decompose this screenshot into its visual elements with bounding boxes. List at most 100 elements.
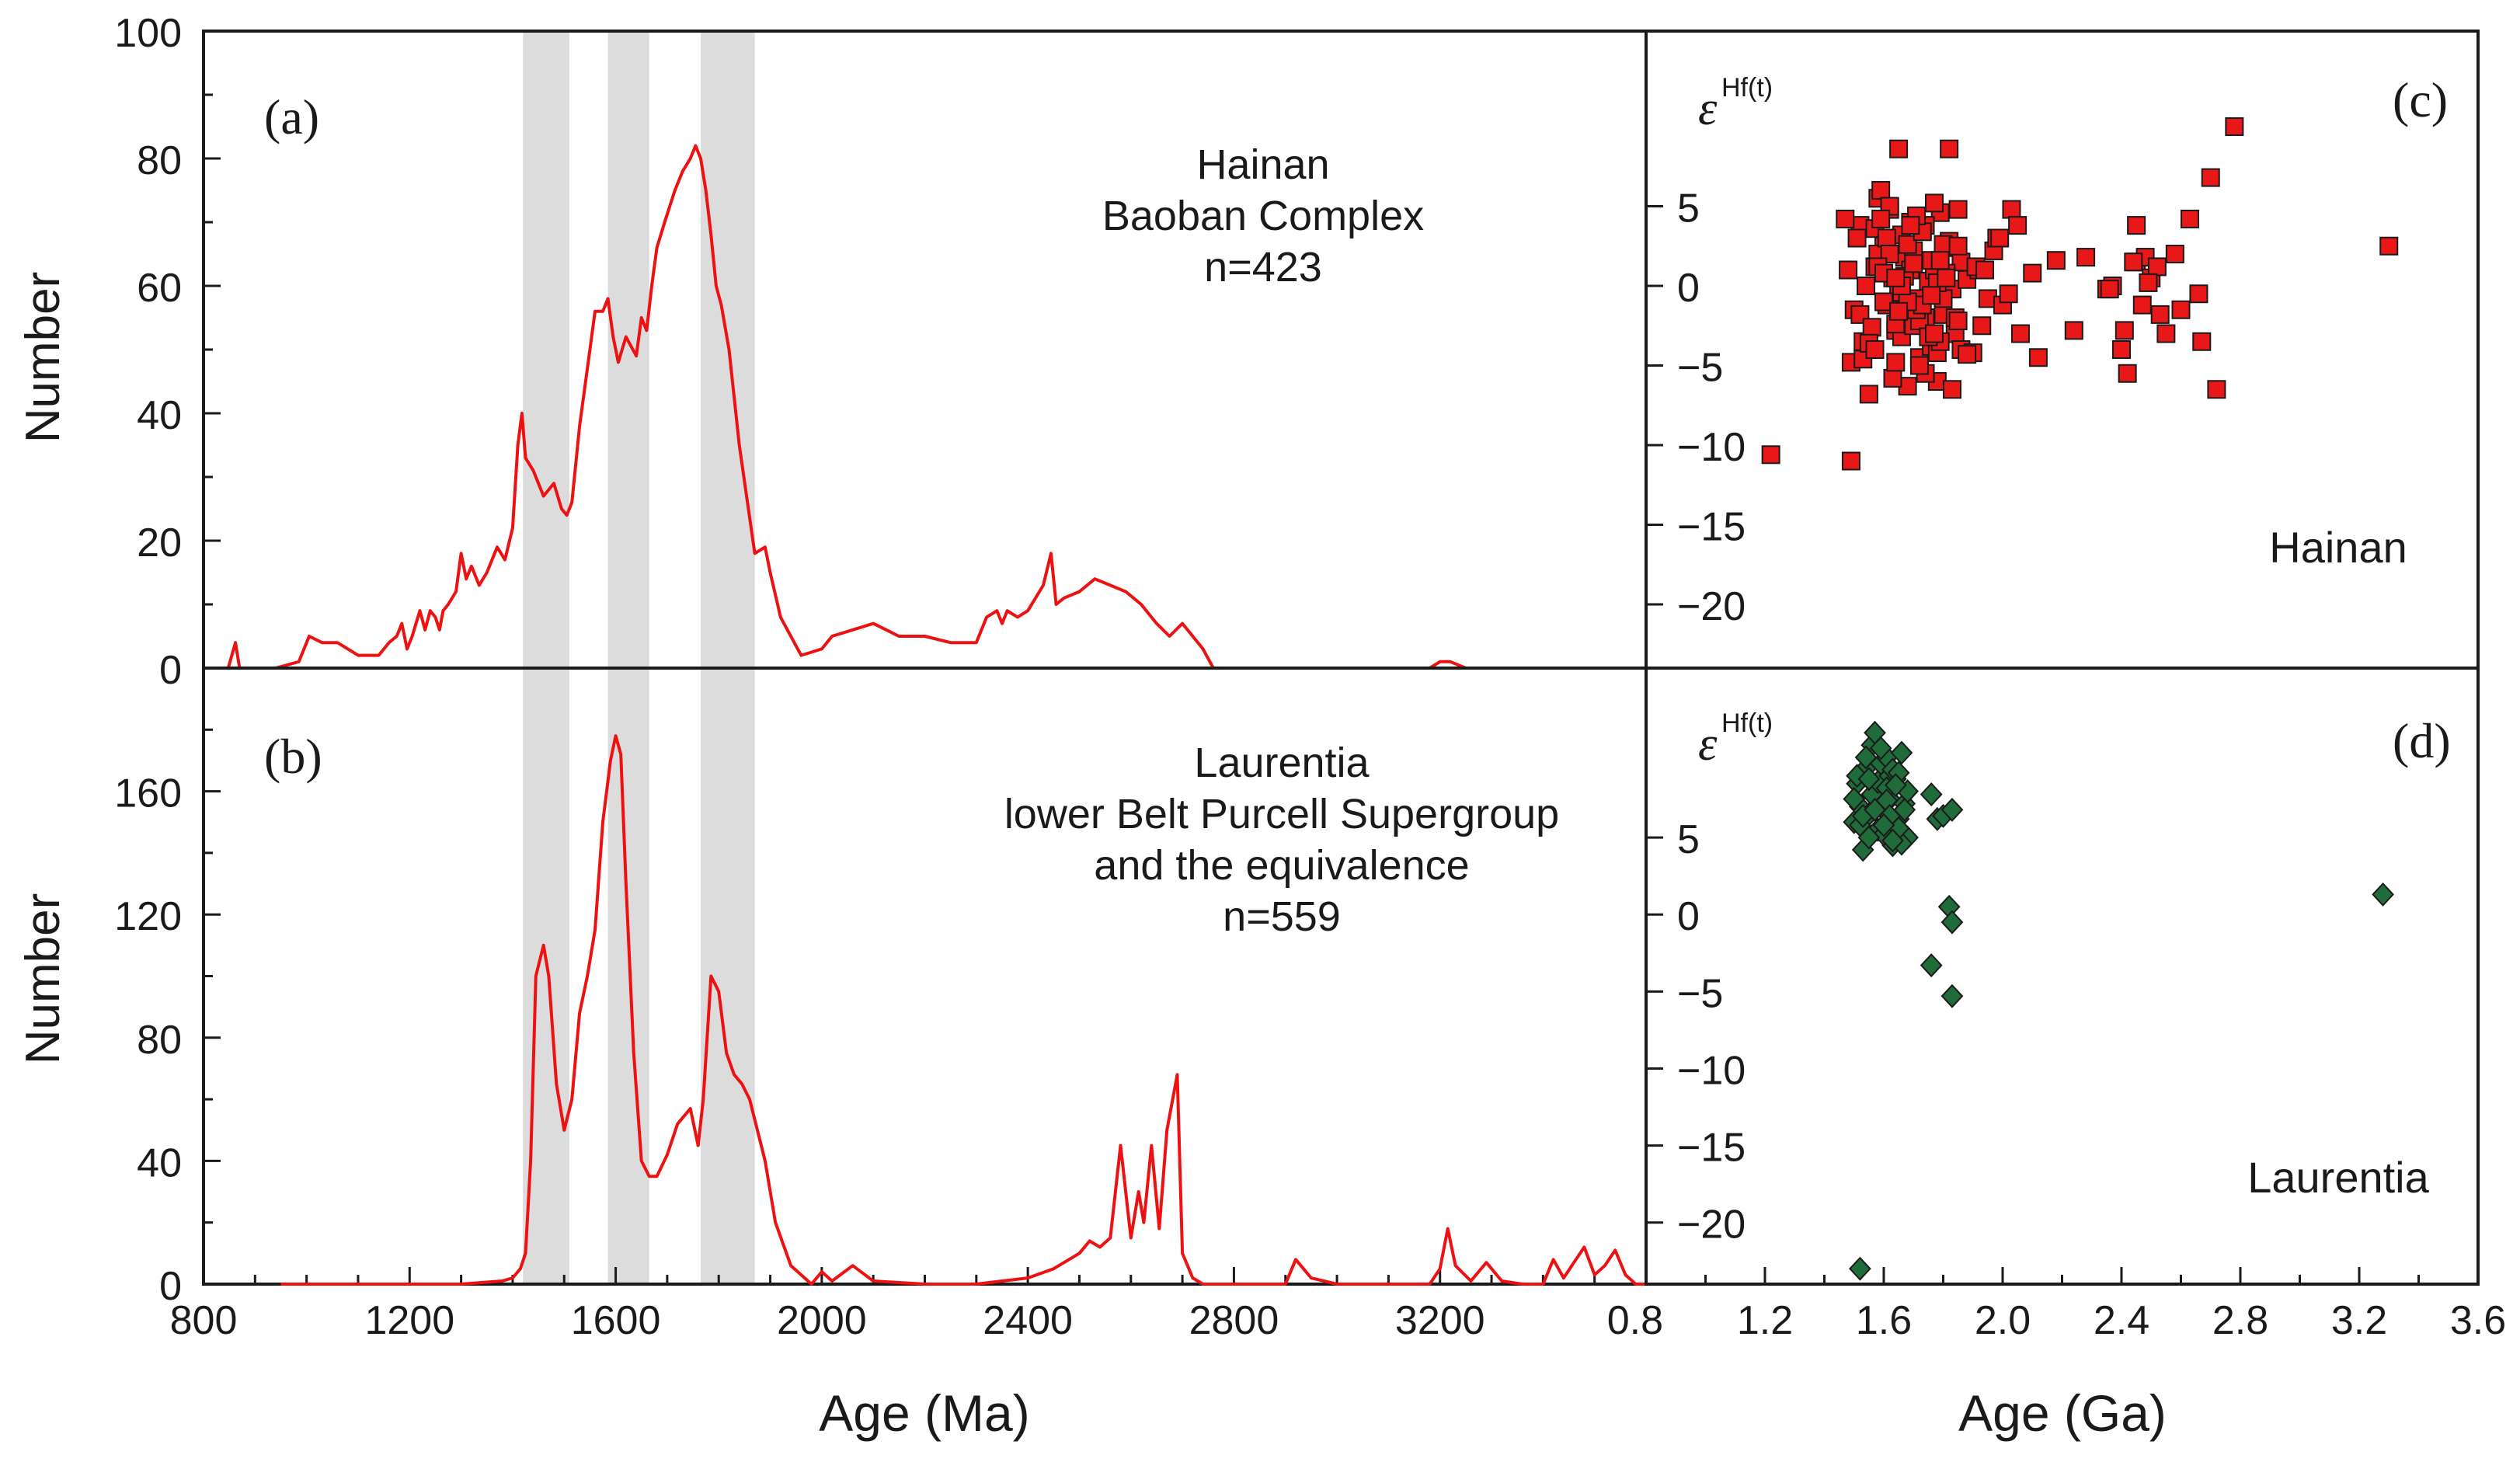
b-shaded-bands xyxy=(523,668,755,1284)
y-tick-label: −10 xyxy=(1677,1048,1746,1093)
c-data-points xyxy=(1761,117,2399,471)
age-band-1 xyxy=(523,31,569,668)
data-point-square xyxy=(2118,364,2137,383)
data-point-square xyxy=(1889,301,1909,321)
data-point-diamond xyxy=(1857,825,1881,850)
data-point-square xyxy=(2147,257,2167,277)
data-point-diamond xyxy=(1881,828,1904,853)
data-point-square xyxy=(2171,300,2191,319)
c-y-axis: −20 −15 −10 −5 0 5 xyxy=(1646,186,1746,629)
data-point-square xyxy=(1901,216,1920,235)
data-point-diamond xyxy=(2372,882,2394,907)
y-tick-label: 40 xyxy=(137,393,182,438)
y-tick-label: 80 xyxy=(137,1018,182,1063)
a-title-unit: Baoban Complex xyxy=(1102,193,1424,239)
y-tick-label: 0 xyxy=(1677,894,1700,939)
d-y-axis: −20 −15 −10 −5 0 5 xyxy=(1646,817,1746,1248)
data-point-square xyxy=(1761,445,1780,465)
y-tick-label: −5 xyxy=(1677,971,1723,1016)
x-tick-label: 2800 xyxy=(1189,1298,1279,1343)
d-hf-subscript: Hf(t) xyxy=(1721,708,1773,738)
data-point-diamond xyxy=(1940,983,1964,1008)
x-tick-label: 1.6 xyxy=(1856,1298,1912,1343)
y-tick-label: −20 xyxy=(1677,1203,1746,1248)
data-point-square xyxy=(1874,292,1893,312)
c-panel-label: (c) xyxy=(2393,72,2448,127)
x-tick-label: 0.8 xyxy=(1607,1298,1663,1343)
data-point-diamond xyxy=(1940,797,1964,822)
a-shaded-bands xyxy=(523,31,755,668)
y-tick-label: 120 xyxy=(114,894,182,939)
x-tick-label: 3.6 xyxy=(2450,1298,2506,1343)
y-tick-label: 0 xyxy=(1677,266,1700,311)
panel-c-hainan-hf-scatter: −20 −15 −10 −5 0 5 ε Hf(t) (c) Hainan xyxy=(1645,30,2480,670)
x-tick-label: 1.2 xyxy=(1737,1298,1793,1343)
data-point-diamond xyxy=(1920,953,1943,978)
data-point-square xyxy=(2139,273,2158,292)
x-tick-label: 2400 xyxy=(983,1298,1073,1343)
y-tick-label: 160 xyxy=(114,771,182,816)
data-point-square xyxy=(1847,228,1867,248)
data-point-square xyxy=(1972,316,1992,336)
y-tick-label: 5 xyxy=(1677,817,1700,862)
data-point-square xyxy=(1937,268,1956,287)
a-title-region: Hainan xyxy=(1196,141,1329,188)
y-tick-label: 80 xyxy=(137,138,182,183)
data-point-square xyxy=(2189,284,2208,304)
y-tick-label: 5 xyxy=(1677,186,1700,231)
y-tick-label: 40 xyxy=(137,1140,182,1185)
data-point-square xyxy=(1862,318,1881,337)
data-point-square xyxy=(1836,209,1855,228)
data-point-square xyxy=(1877,228,1896,248)
a-panel-label: (a) xyxy=(264,89,319,144)
y-tick-label: 0 xyxy=(159,648,182,693)
data-point-square xyxy=(1865,340,1885,359)
data-point-square xyxy=(2165,245,2184,263)
x-tick-label: 2.0 xyxy=(1975,1298,2031,1343)
data-point-diamond xyxy=(1884,773,1907,798)
c-hf-subscript: Hf(t) xyxy=(1721,73,1773,103)
data-point-square xyxy=(2225,117,2244,136)
b-title-count: n=559 xyxy=(1223,893,1341,940)
a-y-axis-label: Number xyxy=(16,272,70,444)
data-point-diamond xyxy=(1843,787,1866,811)
data-point-diamond xyxy=(1890,740,1913,765)
data-point-diamond xyxy=(1872,813,1895,837)
b-y-axis: 0 40 80 120 160 xyxy=(114,667,221,1309)
right-x-axis-label: Age (Ga) xyxy=(1958,1384,2167,1442)
c-epsilon-symbol: ε xyxy=(1698,82,1718,135)
data-point-square xyxy=(2076,248,2096,267)
a-y-axis: 0 20 40 60 80 100 xyxy=(114,11,221,693)
panel-d-laurentia-hf-scatter: −20 −15 −10 −5 0 5 0.8 1.2 1.6 2.0 2.4 2.8 3.2 3.6 ε… xyxy=(1607,667,2506,1442)
d-y-axis-label: ε Hf(t) xyxy=(1698,708,1773,771)
x-tick-label: 800 xyxy=(170,1298,238,1343)
c-region-label: Hainan xyxy=(2269,523,2407,572)
data-point-square xyxy=(2201,168,2220,187)
data-point-square xyxy=(2115,321,2134,340)
data-point-square xyxy=(1925,193,1944,213)
d-panel-label: (d) xyxy=(2393,713,2451,768)
data-point-square xyxy=(1839,260,1858,280)
b-title-equivalence: and the equivalence xyxy=(1094,842,1469,889)
data-point-square xyxy=(1948,312,1968,331)
left-x-axis-label: Age (Ma) xyxy=(819,1384,1029,1442)
b-x-axis: 800 1200 1600 2000 2400 2800 3200 xyxy=(170,1267,1648,1343)
data-point-diamond xyxy=(1940,910,1964,935)
data-point-square xyxy=(2100,280,2119,299)
data-point-square xyxy=(1990,228,2010,248)
data-point-square xyxy=(1999,284,2018,304)
data-point-square xyxy=(1898,235,1917,254)
data-point-diamond xyxy=(1920,782,1943,807)
data-point-square xyxy=(1942,380,1961,399)
x-tick-label: 1600 xyxy=(571,1298,661,1343)
y-tick-label: −10 xyxy=(1677,425,1746,470)
data-point-square xyxy=(1958,345,1977,364)
data-point-square xyxy=(1883,368,1902,388)
y-tick-label: 60 xyxy=(137,266,182,311)
data-point-square xyxy=(2112,340,2131,359)
data-point-square xyxy=(2132,295,2152,315)
age-band-2 xyxy=(607,668,649,1284)
data-point-square xyxy=(2207,380,2226,399)
